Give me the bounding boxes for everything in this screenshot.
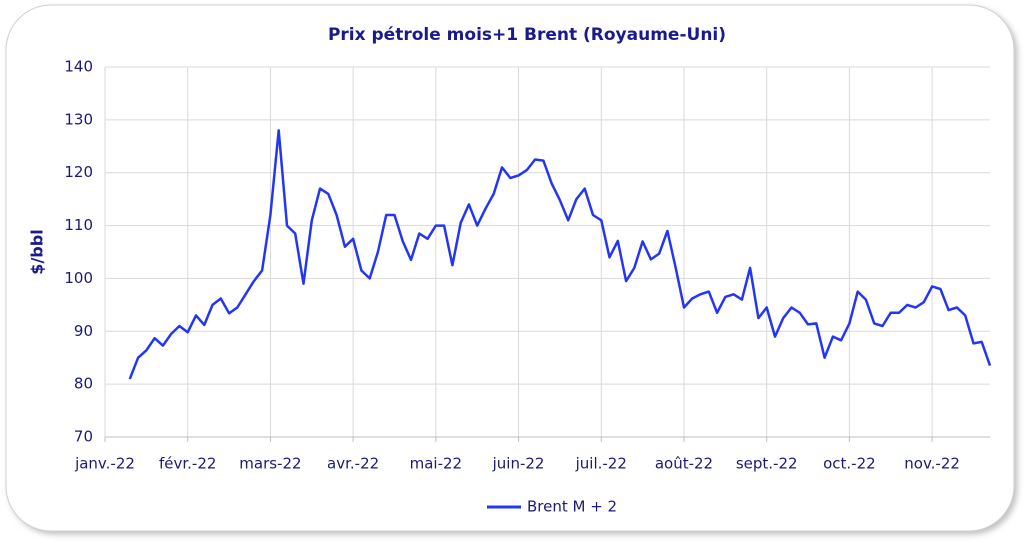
legend-label: Brent M + 2 xyxy=(527,498,617,516)
y-tick-label: 110 xyxy=(64,216,93,234)
y-axis-label: $/bbl xyxy=(28,229,47,274)
data-line xyxy=(128,129,992,380)
y-tick-label: 120 xyxy=(64,163,93,181)
x-tick-label: janv.-22 xyxy=(74,455,135,473)
x-tick-label: juin-22 xyxy=(492,455,545,473)
x-tick-label: mai-22 xyxy=(410,455,462,473)
y-tick-label: 130 xyxy=(64,110,93,128)
y-tick-label: 70 xyxy=(74,428,93,446)
x-tick-label: févr.-22 xyxy=(159,455,216,473)
x-tick-label: avr.-22 xyxy=(327,455,379,473)
x-tick-label: août-22 xyxy=(655,455,713,473)
y-tick-label: 140 xyxy=(64,58,93,76)
x-tick-label: sept.-22 xyxy=(736,455,798,473)
x-tick-label: mars-22 xyxy=(239,455,301,473)
x-tick-label: nov.-22 xyxy=(904,455,960,473)
x-tick-label: juil.-22 xyxy=(575,455,627,473)
chart-frame xyxy=(5,4,1015,532)
chart-title: Prix pétrole mois+1 Brent (Royaume-Uni) xyxy=(328,25,726,45)
x-tick-label: oct.-22 xyxy=(823,455,876,473)
y-tick-label: 100 xyxy=(64,269,93,287)
y-tick-label: 90 xyxy=(74,322,93,340)
y-tick-label: 80 xyxy=(74,375,93,393)
